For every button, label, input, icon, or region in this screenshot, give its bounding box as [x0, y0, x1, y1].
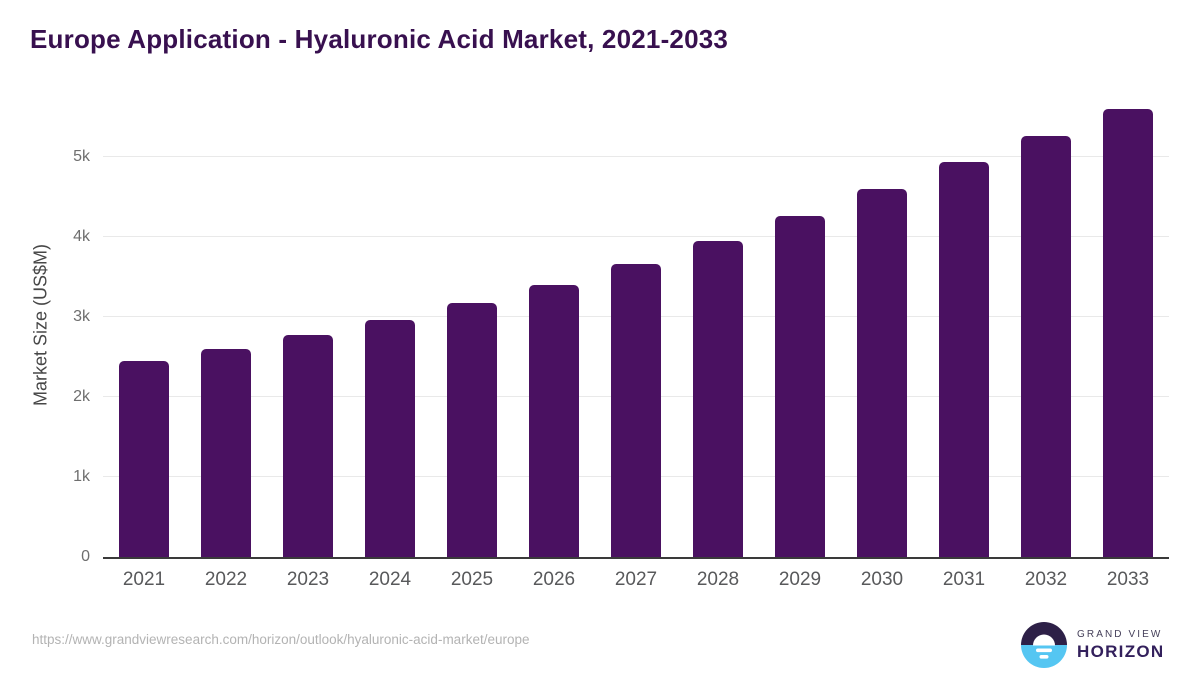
x-tick-label: 2033	[1106, 569, 1150, 590]
y-tick-label: 4k	[73, 228, 90, 245]
bar-2023[interactable]	[283, 334, 333, 557]
y-tick-label: 3k	[73, 308, 90, 325]
bar-slot	[841, 99, 923, 557]
y-tick-label: 2k	[73, 388, 90, 405]
bar-slot	[513, 99, 595, 557]
bar-2027[interactable]	[611, 264, 661, 557]
y-tick-label: 5k	[73, 148, 90, 165]
bar-slot	[759, 99, 841, 557]
bar-2028[interactable]	[693, 241, 743, 557]
x-tick-label: 2030	[860, 569, 904, 590]
plot-area: 0 1k 2k 3k 4k 5k 2021 2022 2023 2024 2025 2026 2027…	[73, 99, 1169, 590]
brand-name-top: GRAND VIEW	[1077, 628, 1163, 640]
y-tick-label: 1k	[73, 468, 90, 485]
bar-2022[interactable]	[201, 349, 251, 557]
chart-title: Europe Application - Hyaluronic Acid Mar…	[30, 24, 729, 54]
x-tick-label: 2031	[942, 569, 986, 590]
x-tick-label: 2032	[1024, 569, 1068, 590]
source-url: https://www.grandviewresearch.com/horizo…	[32, 632, 530, 647]
bar-2024[interactable]	[365, 320, 415, 557]
x-tick-label: 2026	[532, 569, 576, 590]
x-tick-label: 2029	[778, 569, 822, 590]
bar-2030[interactable]	[857, 189, 907, 557]
bar-slot	[431, 99, 513, 557]
x-tick-label: 2021	[122, 569, 166, 590]
bar-slot	[267, 99, 349, 557]
bar-slot	[1005, 99, 1087, 557]
x-tick-label: 2028	[696, 569, 740, 590]
bar-slot	[103, 99, 185, 557]
bar-2032[interactable]	[1021, 136, 1071, 557]
bar-2029[interactable]	[775, 216, 825, 557]
brand-name-bottom: HORIZON	[1077, 641, 1165, 661]
bar-slot	[1087, 99, 1169, 557]
bar-2033[interactable]	[1103, 109, 1153, 557]
gridline	[103, 156, 1169, 157]
brand-logo-text: GRAND VIEW HORIZON	[1077, 629, 1164, 662]
sunrise-horizon-icon	[1021, 622, 1067, 668]
x-tick-label: 2022	[204, 569, 248, 590]
x-tick-label: 2025	[450, 569, 494, 590]
bar-slot	[923, 99, 1005, 557]
x-tick-label: 2023	[286, 569, 330, 590]
y-tick-label: 0	[81, 548, 90, 565]
bar-slot	[349, 99, 431, 557]
bar-2026[interactable]	[529, 285, 579, 557]
bar-slot	[185, 99, 267, 557]
gridline	[103, 236, 1169, 237]
bar-2031[interactable]	[939, 161, 989, 557]
x-tick-label: 2024	[368, 569, 412, 590]
bar-2025[interactable]	[447, 303, 497, 557]
bar-2021[interactable]	[119, 361, 169, 557]
bar-slot	[595, 99, 677, 557]
x-tick-label: 2027	[614, 569, 658, 590]
brand-logo: GRAND VIEW HORIZON	[1021, 622, 1164, 668]
bar-slot	[677, 99, 759, 557]
